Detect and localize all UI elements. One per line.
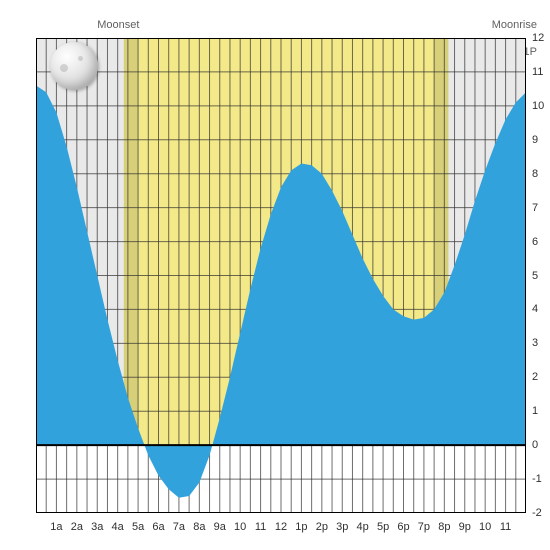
x-tick-label: 8p — [438, 521, 450, 533]
x-tick-label: 11 — [255, 521, 266, 533]
x-tick-label: 2a — [71, 521, 83, 533]
x-tick-label: 3a — [91, 521, 103, 533]
y-tick-label: 6 — [532, 236, 538, 248]
plot-area — [36, 38, 526, 513]
x-tick-label: 8a — [193, 521, 205, 533]
y-tick-label: 1 — [532, 405, 538, 417]
y-tick-label: -2 — [532, 507, 542, 519]
y-tick-label: 0 — [532, 439, 538, 451]
y-tick-label: 4 — [532, 303, 538, 315]
y-tick-label: 7 — [532, 202, 538, 214]
x-tick-label: 12 — [275, 521, 287, 533]
moon-icon — [50, 42, 98, 90]
moonrise-title: Moonrise — [492, 19, 537, 31]
x-tick-label: 5a — [132, 521, 144, 533]
y-tick-label: 2 — [532, 371, 538, 383]
x-tick-label: 7a — [173, 521, 185, 533]
x-tick-label: 4a — [112, 521, 124, 533]
y-tick-label: 11 — [532, 66, 543, 78]
moonset-title: Moonset — [97, 19, 139, 31]
y-tick-label: 9 — [532, 134, 538, 146]
y-tick-label: 10 — [532, 100, 544, 112]
y-tick-label: 5 — [532, 270, 538, 282]
x-tick-label: 11 — [500, 521, 511, 533]
x-tick-label: 9a — [214, 521, 226, 533]
x-tick-label: 6a — [152, 521, 164, 533]
x-tick-label: 6p — [397, 521, 409, 533]
x-tick-label: 1a — [50, 521, 62, 533]
x-tick-label: 7p — [418, 521, 430, 533]
x-tick-label: 9p — [459, 521, 471, 533]
y-tick-label: 8 — [532, 168, 538, 180]
x-tick-label: 1p — [295, 521, 307, 533]
x-tick-label: 10 — [234, 521, 246, 533]
x-tick-label: 4p — [357, 521, 369, 533]
x-tick-label: 2p — [316, 521, 328, 533]
y-tick-label: -1 — [532, 473, 542, 485]
y-tick-label: 3 — [532, 337, 538, 349]
y-tick-label: 12 — [532, 32, 544, 44]
x-tick-label: 10 — [479, 521, 491, 533]
x-tick-label: 5p — [377, 521, 389, 533]
tide-chart: Moonset 03:01A Moonrise 10:31P -2-101234… — [0, 0, 550, 550]
x-tick-label: 3p — [336, 521, 348, 533]
